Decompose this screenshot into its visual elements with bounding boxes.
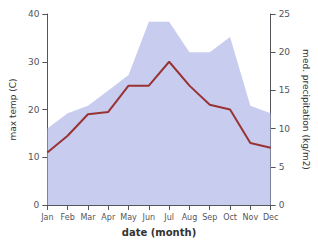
svg-text:Sep: Sep xyxy=(202,213,217,222)
svg-text:Jan: Jan xyxy=(40,213,53,222)
svg-text:Oct: Oct xyxy=(223,213,237,222)
svg-text:0: 0 xyxy=(279,200,285,210)
svg-text:5: 5 xyxy=(279,162,285,172)
svg-text:20: 20 xyxy=(28,105,40,115)
svg-text:Jun: Jun xyxy=(142,213,156,222)
svg-text:20: 20 xyxy=(279,47,291,57)
svg-text:15: 15 xyxy=(279,85,290,95)
svg-text:Apr: Apr xyxy=(101,213,116,222)
svg-text:May: May xyxy=(120,213,137,222)
svg-text:Mar: Mar xyxy=(80,213,96,222)
svg-text:Jul: Jul xyxy=(163,213,174,222)
svg-text:30: 30 xyxy=(28,57,40,67)
svg-text:10: 10 xyxy=(279,124,291,134)
svg-text:Dec: Dec xyxy=(263,213,278,222)
svg-text:med. precipitation (kg/m2): med. precipitation (kg/m2) xyxy=(301,49,311,170)
svg-text:max temp (C): max temp (C) xyxy=(8,78,18,140)
svg-text:25: 25 xyxy=(279,9,290,19)
svg-text:date (month): date (month) xyxy=(122,227,196,238)
svg-text:40: 40 xyxy=(28,9,40,19)
svg-text:0: 0 xyxy=(34,200,40,210)
svg-text:10: 10 xyxy=(28,152,40,162)
svg-text:Feb: Feb xyxy=(61,213,75,222)
svg-text:Aug: Aug xyxy=(182,213,198,222)
svg-text:Nov: Nov xyxy=(243,213,259,222)
